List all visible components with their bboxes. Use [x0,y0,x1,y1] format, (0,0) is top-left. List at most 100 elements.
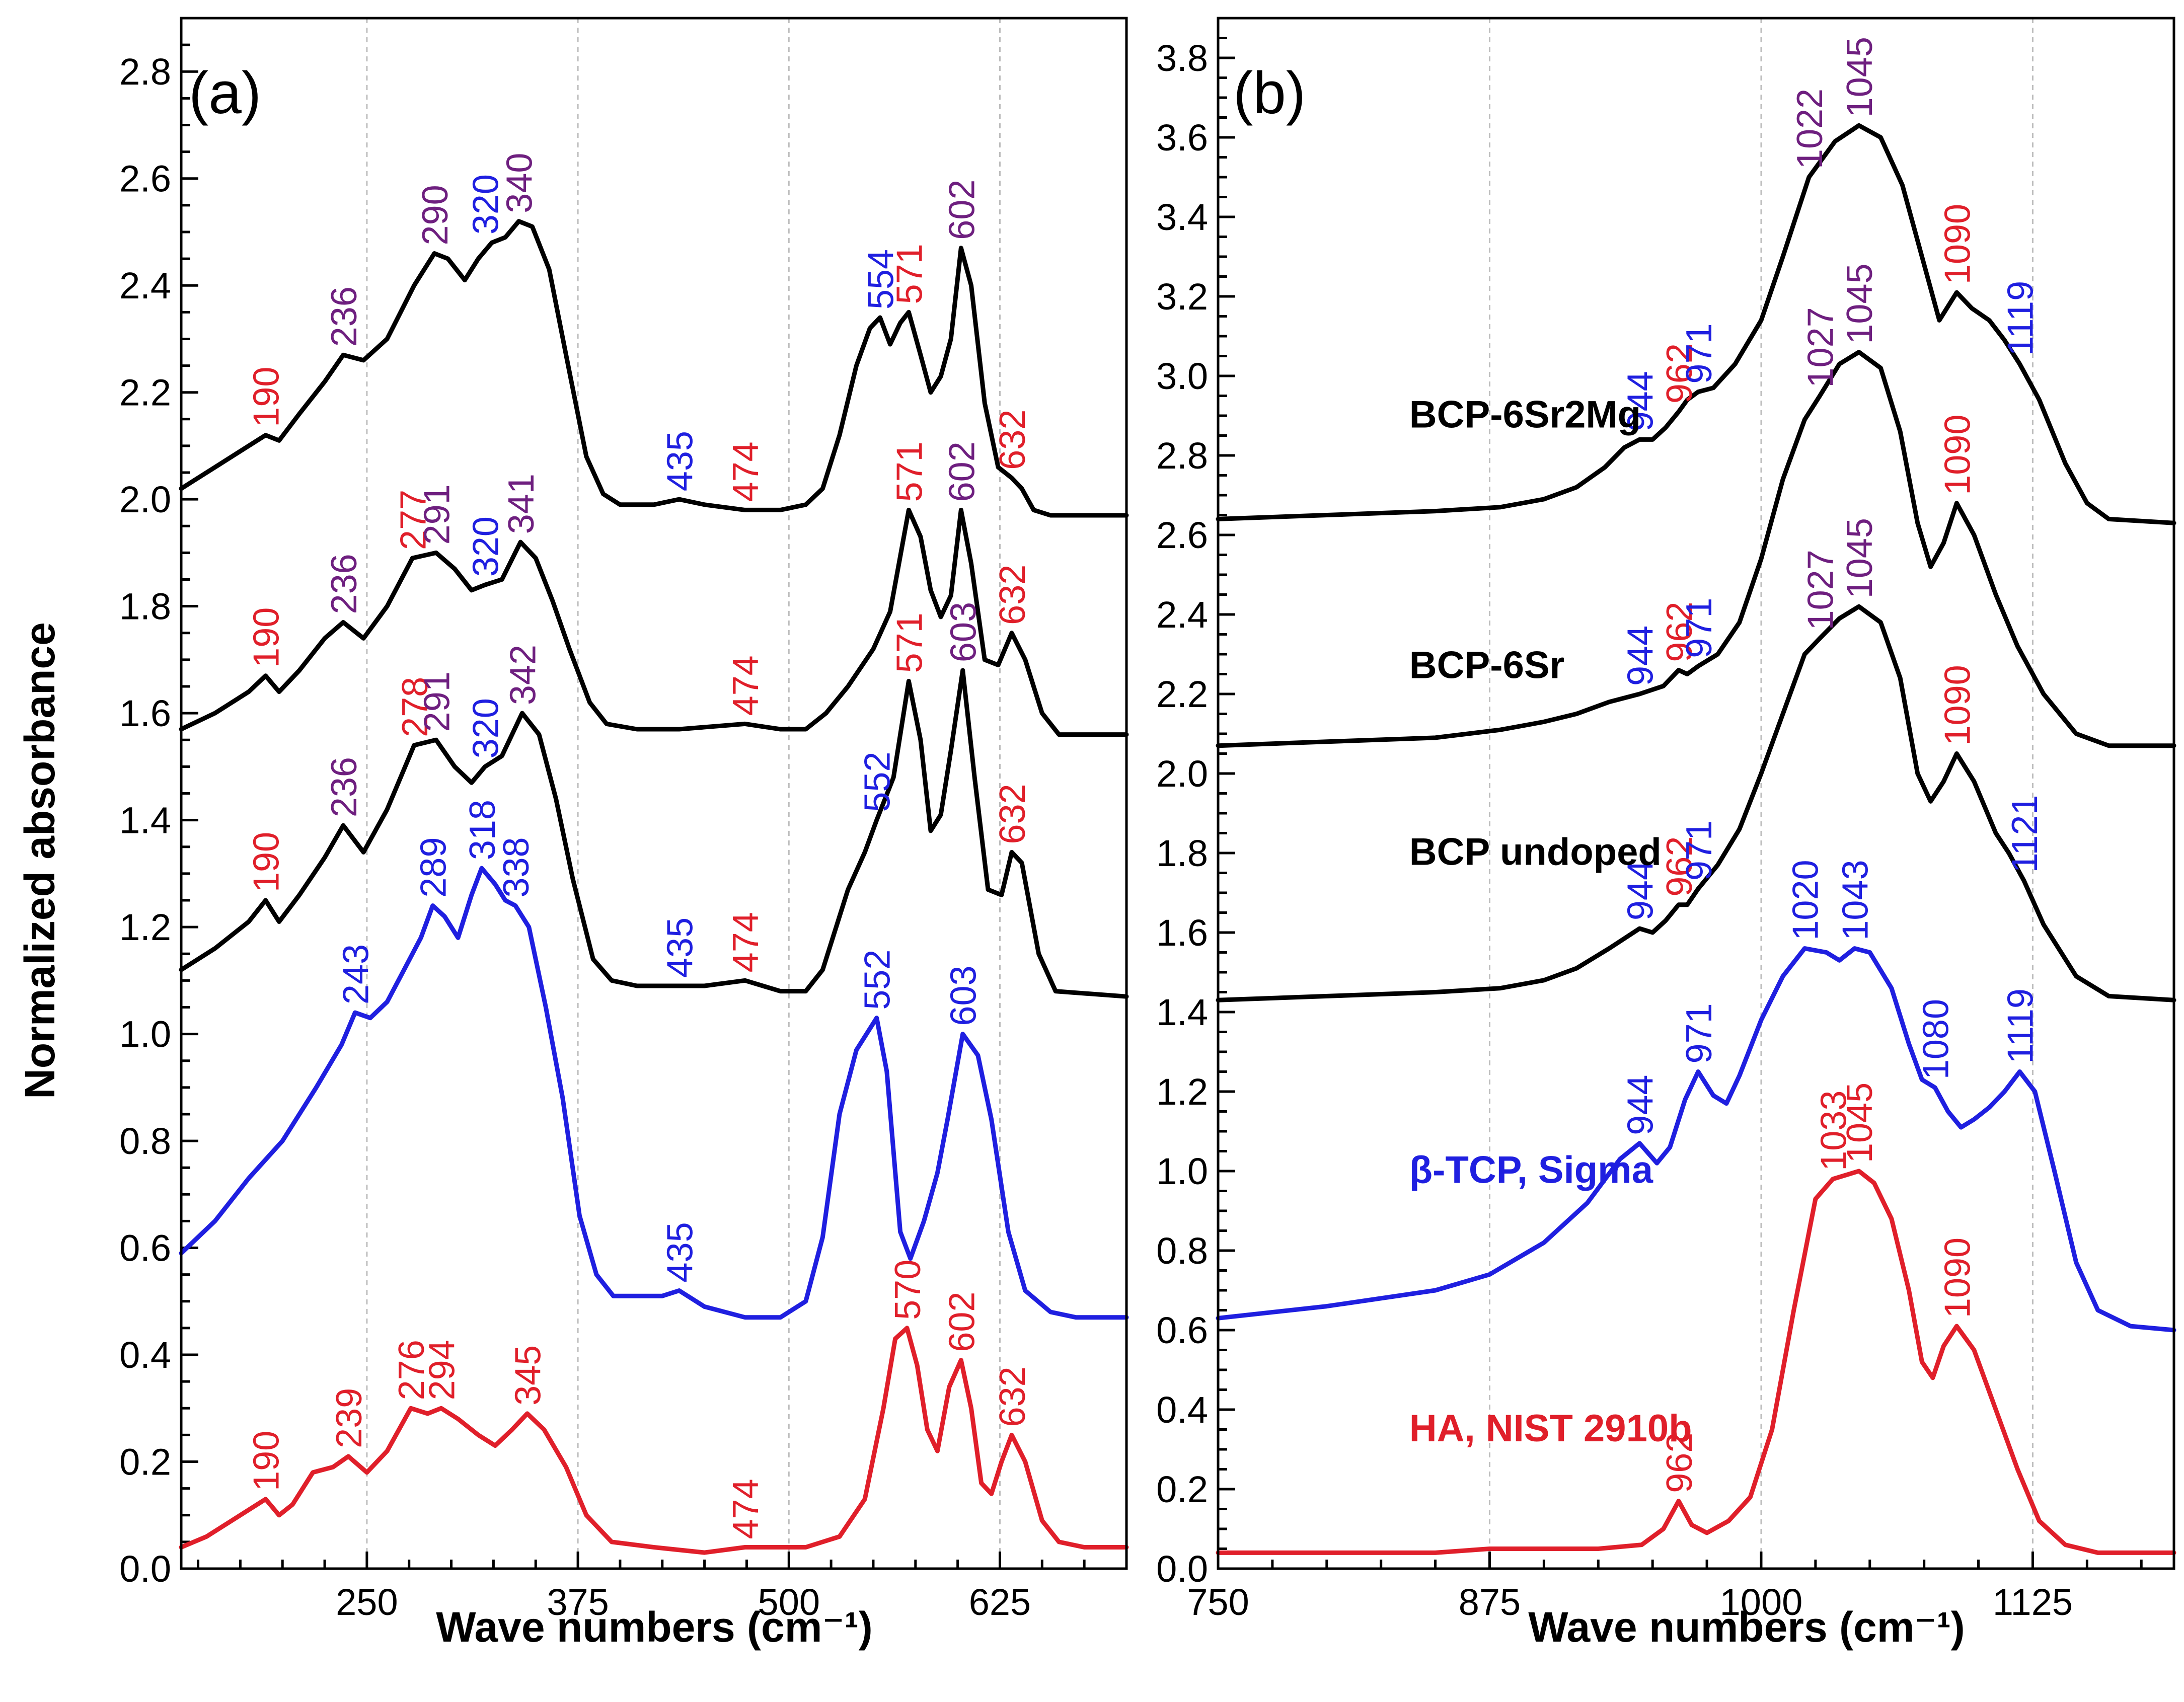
panel-a-peak-label-554: 554 [861,249,901,310]
panel-b-peak-label-1090: 1090 [1937,415,1978,495]
panel-a-peak-label-239: 239 [329,1388,369,1448]
panel-b-series-name: β-TCP, Sigma [1409,1149,1653,1192]
panel-b-x-tick-label: 750 [1187,1581,1249,1623]
panel-a-peak-label-552: 552 [858,751,898,812]
panel-a-peak-label-602: 602 [942,180,982,240]
panel-a-x-tick-label: 375 [547,1581,609,1623]
panel-a-peak-label-435: 435 [660,431,700,491]
panel-a-peak-label-602: 602 [942,1292,982,1352]
panel-a-series-line-2 [179,668,1129,999]
panel-b-peak-label-1045: 1045 [1840,37,1880,117]
panel-a-peak-label-291: 291 [417,671,457,732]
y-axis-title: Normalized absorbance [16,622,63,1099]
panel-b-peak-label-971: 971 [1679,598,1719,658]
panel-a-series-line-1 [179,507,1129,737]
panel-a-y-tick-label: 2.2 [119,372,171,414]
panel-a-x-tick-label: 625 [969,1581,1031,1623]
panel-a-peak-label-474: 474 [726,441,766,502]
panel-b-peak-label-1121: 1121 [2005,795,2045,873]
panel-a-peak-label-338: 338 [496,837,537,897]
panel-b-peak-label-1043: 1043 [1836,860,1876,940]
panel-a-y-tick-label: 0.0 [119,1548,171,1590]
panel-b-peak-label-1027: 1027 [1801,307,1841,388]
panel-b-y-tick-label: 2.2 [1156,673,1208,715]
panel-a-plot-frame [180,17,1128,1570]
panel-a-y-tick-label: 0.8 [119,1120,171,1162]
panel-b-y-tick-label: 3.8 [1156,37,1208,79]
panel-b-peak-label-944: 944 [1620,626,1661,686]
panel-b-peak-label-971: 971 [1679,820,1719,881]
panel-a-y-tick-label: 1.8 [119,586,171,628]
panel-a-peak-label-278: 278 [395,677,435,737]
panel-a-peak-label-570: 570 [888,1260,928,1320]
panel-a-peak-label-236: 236 [324,757,364,817]
panel-a-peak-label-190: 190 [247,832,287,892]
panel-a-peak-label-632: 632 [993,1366,1033,1427]
panel-a-peak-label-276: 276 [392,1340,432,1400]
panel-a-peak-label-190: 190 [247,367,287,427]
panel-b-y-tick-label: 0.4 [1156,1389,1208,1431]
panel-b-peak-label-962: 962 [1660,601,1700,662]
panel-b-series-name: BCP undoped [1409,831,1662,874]
panel-b-series-line-0 [1216,123,2176,525]
panel-a-y-tick-label: 1.2 [119,906,171,948]
panel-a-peak-label-552: 552 [858,950,898,1010]
panel-b-series-name: BCP-6Sr [1409,644,1564,686]
panel-a-peak-label-632: 632 [993,565,1033,625]
panel-b-y-tick-label: 2.0 [1156,753,1208,795]
panel-b-y-tick-label: 0.0 [1156,1548,1208,1590]
panel-a: (a) Wave numbers (cm⁻¹) 250 375 500 625 0.0 0… [119,17,1129,1651]
panel-a-peak-label-243: 243 [336,944,376,1004]
panel-b-series-name: BCP-6Sr2Mg [1409,394,1641,436]
panel-a-peak-label-342: 342 [503,645,543,705]
panel-b-peak-label-1080: 1080 [1916,999,1956,1079]
panel-a-peak-label-290: 290 [415,185,456,245]
panel-b-x-tick-label: 1000 [1720,1581,1803,1623]
panel-b-y-tick-label: 0.2 [1156,1468,1208,1510]
panel-b-peak-label-944: 944 [1620,371,1661,431]
panel-b-peak-label-1090: 1090 [1937,204,1978,284]
panel-b-y-tick-label: 0.8 [1156,1230,1208,1272]
panel-a-peak-label-632: 632 [993,410,1033,470]
panel-b-plot-frame [1217,17,2175,1570]
panel-b: (b) Wave numbers (cm⁻¹) 750 875 1000 1125 0.… [1156,17,2176,1651]
panel-a-peak-label-474: 474 [726,912,766,972]
panel-a-peak-label-236: 236 [324,554,364,614]
panel-a-y-tick-label: 0.2 [119,1441,171,1483]
panel-a-peak-label-294: 294 [422,1340,462,1400]
panel-a-peak-label-571: 571 [889,612,930,673]
panel-a-peak-label-190: 190 [247,1431,287,1491]
panel-b-series-line-4 [1216,1169,2176,1555]
panel-a-x-tick-label: 500 [758,1581,820,1623]
panel-a-series-line-0 [179,219,1129,518]
panel-a-label: (a) [189,60,261,126]
panel-a-peak-label-320: 320 [466,174,506,235]
panel-a-peak-label-291: 291 [417,484,457,545]
panel-a-y-tick-label: 1.0 [119,1014,171,1055]
panel-a-peak-label-318: 318 [463,800,503,860]
panel-b-x-tick-label: 1125 [1993,1581,2073,1623]
panel-b-peak-label-1090: 1090 [1937,1237,1978,1318]
panel-b-peak-label-1045: 1045 [1840,263,1880,344]
panel-a-peak-label-435: 435 [660,917,700,978]
panel-a-peak-label-474: 474 [726,655,766,716]
panel-b-peak-label-962: 962 [1660,343,1700,404]
panel-b-y-tick-label: 2.8 [1156,435,1208,477]
panel-a-y-tick-label: 1.4 [119,800,171,841]
panel-b-peak-label-971: 971 [1679,323,1719,383]
panel-b-peak-label-1027: 1027 [1801,550,1841,630]
panel-b-peak-label-1090: 1090 [1937,665,1978,745]
panel-a-series-line-4 [179,1326,1129,1555]
panel-b-peak-label-962: 962 [1660,1433,1700,1493]
panel-b-peak-label-1119: 1119 [2001,281,2041,356]
panel-b-peak-label-944: 944 [1620,860,1661,920]
panel-a-peak-label-571: 571 [889,244,930,304]
panel-a-y-tick-label: 0.6 [119,1227,171,1269]
panel-a-peak-label-602: 602 [942,441,982,502]
panel-a-peak-label-341: 341 [501,474,542,534]
panel-a-peak-label-435: 435 [660,1222,700,1282]
panel-b-series-line-2 [1216,604,2176,1002]
panel-a-peak-label-289: 289 [414,837,454,897]
panel-a-x-axis-title: Wave numbers (cm⁻¹) [436,1603,872,1651]
